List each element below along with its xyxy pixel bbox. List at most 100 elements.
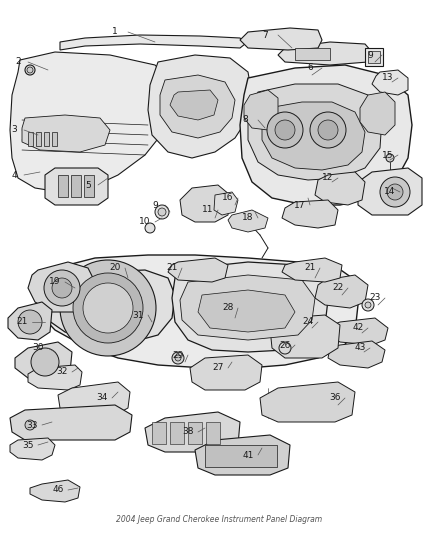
Text: 22: 22 bbox=[332, 284, 344, 293]
Polygon shape bbox=[315, 172, 365, 205]
Circle shape bbox=[25, 420, 35, 430]
Text: 26: 26 bbox=[279, 341, 291, 350]
Text: 14: 14 bbox=[384, 188, 396, 197]
Text: 33: 33 bbox=[26, 421, 38, 430]
Polygon shape bbox=[10, 52, 175, 192]
Circle shape bbox=[279, 342, 291, 354]
Polygon shape bbox=[168, 258, 228, 282]
Polygon shape bbox=[282, 200, 338, 228]
Polygon shape bbox=[58, 382, 130, 415]
Text: 6: 6 bbox=[307, 63, 313, 72]
Polygon shape bbox=[248, 84, 382, 180]
Bar bbox=[28, 132, 33, 146]
Polygon shape bbox=[180, 275, 315, 340]
Text: 41: 41 bbox=[242, 450, 254, 459]
Bar bbox=[36, 132, 41, 146]
Text: 38: 38 bbox=[182, 427, 194, 437]
Circle shape bbox=[310, 112, 346, 148]
Circle shape bbox=[83, 283, 133, 333]
Polygon shape bbox=[240, 28, 322, 50]
Polygon shape bbox=[172, 262, 328, 352]
Text: 34: 34 bbox=[96, 393, 108, 402]
Circle shape bbox=[27, 67, 33, 73]
Text: 23: 23 bbox=[369, 294, 381, 303]
Text: 32: 32 bbox=[57, 367, 68, 376]
Circle shape bbox=[73, 273, 143, 343]
Text: 21: 21 bbox=[16, 318, 28, 327]
Circle shape bbox=[386, 154, 394, 162]
Text: 31: 31 bbox=[132, 311, 144, 319]
Circle shape bbox=[145, 223, 155, 233]
Polygon shape bbox=[180, 185, 230, 222]
Bar bbox=[365, 48, 383, 66]
Text: 2: 2 bbox=[15, 58, 21, 67]
Circle shape bbox=[362, 299, 374, 311]
Text: 24: 24 bbox=[302, 318, 314, 327]
Circle shape bbox=[52, 278, 72, 298]
Polygon shape bbox=[145, 412, 240, 452]
Bar bbox=[84, 175, 94, 197]
Polygon shape bbox=[278, 42, 372, 65]
Polygon shape bbox=[328, 318, 388, 345]
Circle shape bbox=[275, 120, 295, 140]
Polygon shape bbox=[244, 90, 278, 130]
Text: 11: 11 bbox=[202, 206, 214, 214]
Text: 42: 42 bbox=[353, 324, 364, 333]
Polygon shape bbox=[148, 55, 252, 158]
Text: 18: 18 bbox=[242, 214, 254, 222]
Bar bbox=[205, 445, 277, 467]
Polygon shape bbox=[42, 270, 175, 342]
Text: 12: 12 bbox=[322, 174, 334, 182]
Text: 2004 Jeep Grand Cherokee Instrument Panel Diagram: 2004 Jeep Grand Cherokee Instrument Pane… bbox=[116, 515, 322, 524]
Text: 17: 17 bbox=[294, 200, 306, 209]
Polygon shape bbox=[315, 275, 368, 308]
Circle shape bbox=[158, 208, 166, 216]
Circle shape bbox=[267, 112, 303, 148]
Text: 9: 9 bbox=[367, 51, 373, 60]
Circle shape bbox=[18, 310, 42, 334]
Polygon shape bbox=[10, 405, 132, 440]
Text: 5: 5 bbox=[85, 181, 91, 190]
Text: 43: 43 bbox=[354, 343, 366, 352]
Text: 19: 19 bbox=[49, 278, 61, 287]
Text: 10: 10 bbox=[139, 217, 151, 227]
Polygon shape bbox=[60, 35, 245, 50]
Circle shape bbox=[175, 355, 181, 361]
Text: 20: 20 bbox=[110, 263, 121, 272]
Bar bbox=[58, 175, 68, 197]
Bar bbox=[44, 132, 49, 146]
Circle shape bbox=[155, 205, 169, 219]
Polygon shape bbox=[228, 210, 268, 232]
Polygon shape bbox=[35, 255, 358, 368]
Polygon shape bbox=[170, 90, 218, 120]
Circle shape bbox=[172, 352, 184, 364]
Text: 8: 8 bbox=[242, 116, 248, 125]
Polygon shape bbox=[262, 102, 365, 170]
Bar bbox=[368, 51, 380, 63]
Polygon shape bbox=[28, 262, 95, 312]
Polygon shape bbox=[270, 315, 340, 358]
Polygon shape bbox=[358, 168, 422, 215]
Text: 46: 46 bbox=[52, 486, 64, 495]
Text: 15: 15 bbox=[382, 150, 394, 159]
Bar bbox=[71, 175, 81, 197]
Circle shape bbox=[25, 65, 35, 75]
Bar bbox=[206, 422, 220, 444]
Polygon shape bbox=[328, 341, 385, 368]
Text: 3: 3 bbox=[11, 125, 17, 134]
Polygon shape bbox=[198, 290, 295, 332]
Polygon shape bbox=[195, 435, 290, 475]
Circle shape bbox=[380, 177, 410, 207]
Text: 1: 1 bbox=[112, 28, 118, 36]
Polygon shape bbox=[10, 438, 55, 460]
Polygon shape bbox=[214, 192, 238, 215]
Text: 36: 36 bbox=[329, 393, 341, 402]
Text: 16: 16 bbox=[222, 193, 234, 203]
Circle shape bbox=[318, 120, 338, 140]
Text: 21: 21 bbox=[304, 263, 316, 272]
Text: 28: 28 bbox=[223, 303, 234, 312]
Circle shape bbox=[365, 302, 371, 308]
Bar bbox=[188, 422, 202, 444]
Polygon shape bbox=[240, 65, 412, 205]
Text: 30: 30 bbox=[32, 343, 44, 352]
